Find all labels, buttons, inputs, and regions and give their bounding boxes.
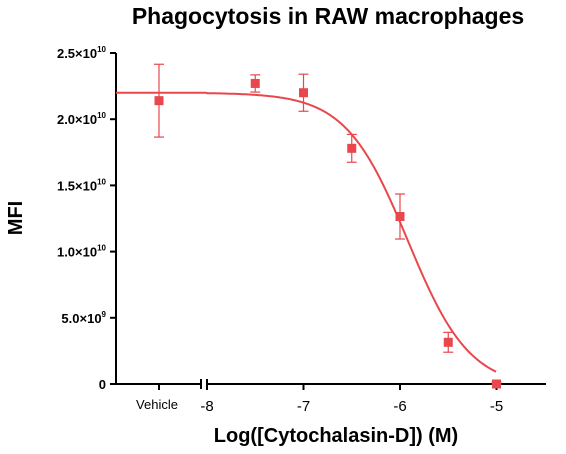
point-marker — [443, 337, 453, 347]
x-tick-label: -6 — [393, 398, 406, 415]
x-tick-label: -7 — [297, 398, 310, 415]
data-point — [346, 133, 357, 163]
x-tick-label: -5 — [490, 398, 503, 415]
data-point — [395, 193, 405, 240]
point-marker — [492, 379, 501, 389]
point-marker — [347, 143, 357, 153]
point-marker — [395, 212, 405, 222]
data-point — [298, 73, 309, 112]
points-layer — [154, 63, 502, 389]
y-tick-label: 0 — [99, 377, 106, 392]
point-marker — [250, 78, 260, 88]
y-tick-label: 2.0×1010 — [57, 111, 107, 127]
axes — [115, 53, 546, 389]
curve-layer — [116, 91, 497, 373]
data-point — [154, 63, 164, 138]
x-ticks: Vehicle -8 -7 -6 -5 — [136, 384, 503, 415]
point-marker — [299, 88, 308, 98]
chart-title: Phagocytosis in RAW macrophages — [132, 3, 524, 29]
y-tick-label: 1.0×1010 — [57, 244, 107, 260]
y-ticks: 0 5.0×109 1.0×1010 1.5×1010 2.0×1010 2.5×1010 — [57, 45, 116, 392]
data-point — [443, 331, 454, 353]
x-axis-label: Log([Cytochalasin-D]) (M) — [214, 425, 458, 447]
y-tick-label: 5.0×109 — [61, 310, 106, 326]
y-axis-label: MFI — [5, 201, 27, 235]
fit-curve — [116, 91, 497, 373]
data-point — [250, 74, 261, 93]
x-tick-label: -8 — [200, 398, 213, 415]
y-tick-label: 1.5×1010 — [57, 177, 107, 193]
x-tick-label: Vehicle — [136, 397, 178, 412]
y-tick-label: 2.5×1010 — [57, 45, 107, 61]
point-marker — [154, 96, 164, 106]
data-point — [491, 379, 502, 389]
